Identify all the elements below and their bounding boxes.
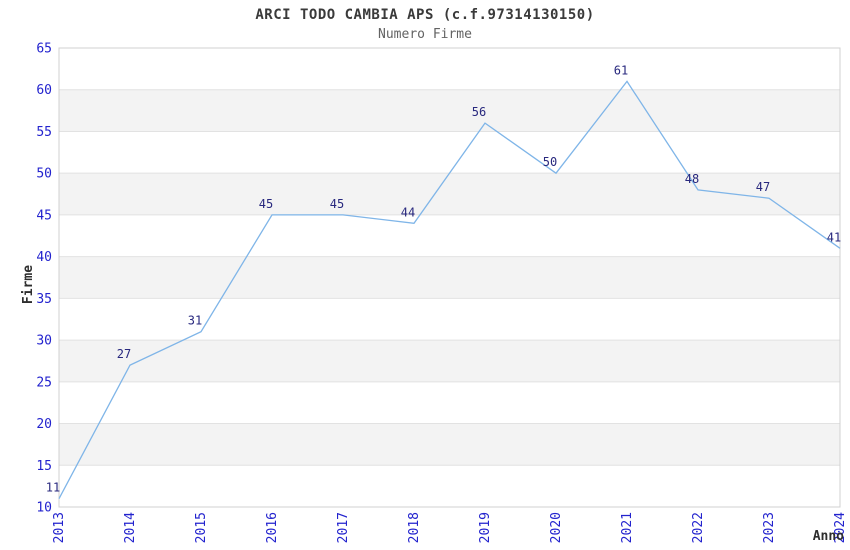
y-tick-label: 30 bbox=[36, 334, 52, 349]
grid-band bbox=[59, 89, 840, 132]
grid-band bbox=[59, 173, 840, 215]
data-point-label: 61 bbox=[614, 63, 628, 77]
y-tick-label: 65 bbox=[36, 42, 52, 57]
data-point-label: 11 bbox=[46, 481, 60, 495]
x-tick-label: 2018 bbox=[407, 512, 422, 543]
chart-subtitle: Numero Firme bbox=[378, 27, 472, 42]
x-axis-title: Anno bbox=[812, 529, 844, 544]
grid-band bbox=[59, 256, 840, 299]
y-tick-label: 15 bbox=[36, 459, 52, 474]
data-point-label: 44 bbox=[401, 205, 415, 219]
x-tick-label: 2021 bbox=[620, 512, 635, 543]
plot-border bbox=[58, 47, 841, 508]
data-point-label: 41 bbox=[827, 230, 841, 244]
y-tick-label: 45 bbox=[36, 208, 52, 223]
y-tick-label: 50 bbox=[36, 167, 52, 182]
y-tick-label: 35 bbox=[36, 292, 52, 307]
x-tick-label: 2016 bbox=[265, 512, 280, 543]
y-tick-label: 55 bbox=[36, 125, 52, 140]
x-tick-label: 2013 bbox=[52, 512, 67, 543]
data-point-label: 56 bbox=[472, 105, 486, 119]
y-tick-label: 10 bbox=[36, 501, 52, 516]
x-tick-label: 2023 bbox=[762, 512, 777, 543]
data-point-label: 27 bbox=[117, 347, 131, 361]
grid-band bbox=[59, 423, 840, 466]
series-line bbox=[58, 80, 841, 499]
y-tick-label: 60 bbox=[36, 83, 52, 98]
x-tick-label: 2022 bbox=[691, 512, 706, 543]
x-tick-label: 2015 bbox=[194, 512, 209, 543]
data-point-label: 45 bbox=[259, 197, 273, 211]
chart-title: ARCI TODO CAMBIA APS (c.f.97314130150) bbox=[255, 7, 595, 23]
x-tick-label: 2014 bbox=[123, 512, 138, 543]
x-tick-label: 2020 bbox=[549, 512, 564, 543]
x-tick-label: 2024 bbox=[833, 512, 848, 543]
y-tick-label: 25 bbox=[36, 375, 52, 390]
y-tick-label: 40 bbox=[36, 250, 52, 265]
x-tick-label: 2019 bbox=[478, 512, 493, 543]
grid-band bbox=[59, 340, 840, 382]
data-point-label: 45 bbox=[330, 197, 344, 211]
data-point-label: 48 bbox=[685, 172, 699, 186]
y-tick-label: 20 bbox=[36, 417, 52, 432]
data-point-label: 31 bbox=[188, 314, 202, 328]
data-point-label: 50 bbox=[543, 155, 557, 169]
x-tick-label: 2017 bbox=[336, 512, 351, 543]
data-point-label: 47 bbox=[756, 180, 770, 194]
